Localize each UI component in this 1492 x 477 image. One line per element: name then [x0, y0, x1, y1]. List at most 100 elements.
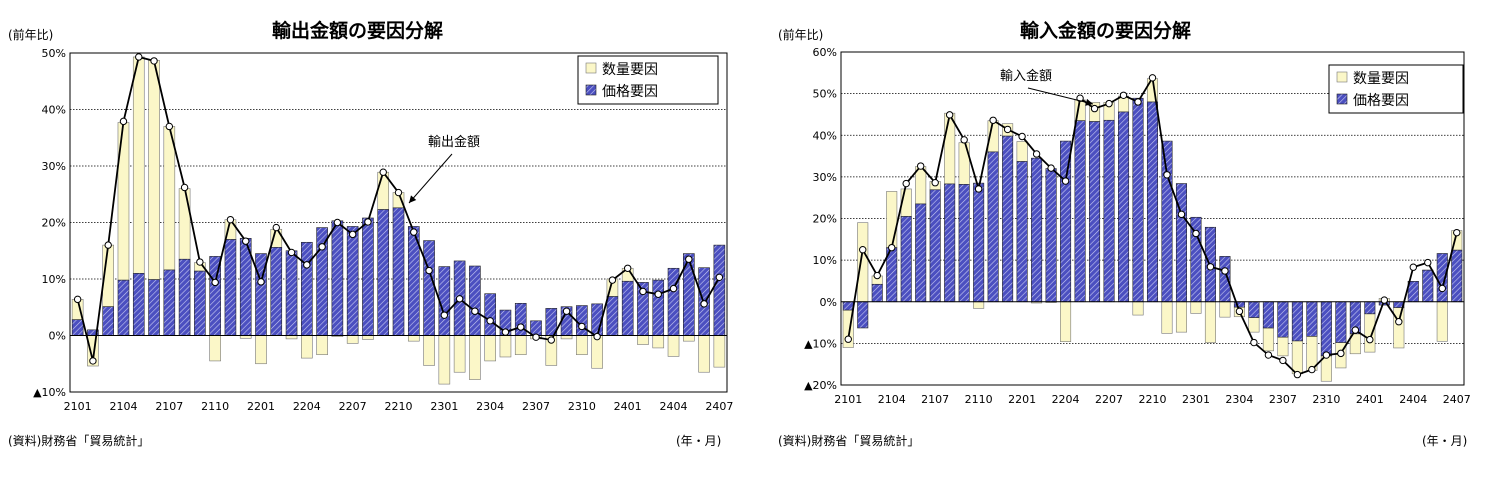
- total-point: [501, 328, 510, 336]
- total-point: [257, 278, 265, 286]
- total-point: [379, 168, 387, 176]
- price-bar: [331, 220, 344, 336]
- total-point: [945, 111, 954, 119]
- total-point: [623, 264, 632, 272]
- y-tick-label: 30%: [813, 171, 837, 184]
- quantity-bar: [560, 335, 573, 340]
- total-point: [89, 357, 97, 365]
- total-point: [348, 230, 357, 239]
- total-point: [960, 136, 968, 144]
- legend-label-price: 価格要因: [1353, 93, 1409, 109]
- total-point: [578, 322, 586, 331]
- quantity-bar: [255, 335, 267, 365]
- import-y-unit: (前年比): [778, 28, 824, 42]
- line-annotation: 輸入金額: [1000, 68, 1052, 84]
- quantity-bar: [163, 126, 176, 271]
- total-point: [532, 333, 540, 341]
- total-point: [180, 183, 189, 192]
- export-chart-panel: 輸出金額の要因分解 (前年比) (資料)財務省「貿易統計」 (年・月) ▲10%…: [8, 20, 733, 448]
- price-bar: [438, 266, 451, 336]
- price-bar: [973, 182, 985, 303]
- price-bar: [362, 217, 374, 336]
- total-point: [1148, 74, 1157, 82]
- quantity-bar: [316, 335, 328, 356]
- total-point: [1177, 210, 1186, 219]
- total-point: [547, 336, 555, 344]
- total-point: [1453, 228, 1461, 237]
- quantity-bar: [698, 335, 710, 373]
- price-bar: [1291, 301, 1303, 342]
- price-bar: [1002, 135, 1014, 303]
- total-point: [916, 162, 925, 170]
- total-point: [715, 273, 724, 282]
- total-point: [272, 223, 280, 232]
- import-chart-panel: 輸入金額の要因分解 (前年比) (資料)財務省「貿易統計」 (年・月) ▲20%…: [746, 0, 1492, 477]
- total-point: [150, 57, 158, 65]
- total-point: [1221, 267, 1229, 275]
- price-bar: [71, 319, 84, 336]
- quantity-bar: [469, 335, 481, 380]
- x-tick-label: 2101: [64, 400, 92, 413]
- y-tick-label: 50%: [42, 47, 66, 60]
- price-bar: [178, 258, 191, 336]
- total-point: [1192, 229, 1200, 238]
- total-point: [1351, 326, 1360, 334]
- y-tick-label: 40%: [42, 104, 66, 117]
- total-point: [410, 228, 418, 236]
- total-point: [1105, 99, 1113, 108]
- total-point: [73, 295, 82, 304]
- annotation-arrow: [408, 153, 453, 204]
- x-tick-label: 2210: [1139, 393, 1167, 406]
- price-bar: [163, 269, 176, 336]
- quantity-bar: [973, 301, 985, 309]
- x-tick-label: 2301: [1182, 393, 1210, 406]
- y-tick-label: ▲10%: [33, 386, 66, 399]
- total-point: [242, 237, 250, 245]
- price-bar: [1320, 301, 1332, 357]
- y-tick-label: 0%: [820, 296, 837, 309]
- x-tick-label: 2204: [1052, 393, 1080, 406]
- price-bar: [1118, 111, 1130, 303]
- total-point: [1003, 125, 1012, 134]
- quantity-bar: [1132, 301, 1144, 316]
- total-point: [211, 278, 219, 287]
- price-bar: [958, 184, 970, 303]
- total-point: [364, 218, 372, 226]
- y-tick-label: ▲10%: [804, 337, 837, 350]
- y-tick-label: 10%: [42, 273, 66, 286]
- total-point: [1032, 150, 1041, 158]
- quantity-bar: [1393, 307, 1405, 349]
- price-bar: [1451, 249, 1463, 303]
- legend-box: [577, 55, 719, 105]
- total-point: [931, 179, 939, 187]
- price-bar: [301, 241, 313, 336]
- total-point: [104, 241, 112, 249]
- total-point: [455, 295, 464, 303]
- legend-label-quantity: 数量要因: [1353, 71, 1409, 87]
- total-point: [394, 188, 403, 197]
- y-tick-label: 40%: [813, 129, 837, 142]
- price-bar: [871, 283, 883, 303]
- total-point: [1134, 98, 1142, 106]
- x-tick-label: 2307: [1269, 393, 1297, 406]
- total-point: [844, 335, 852, 343]
- quantity-bar: [915, 166, 927, 205]
- price-bar: [929, 189, 941, 303]
- total-point: [1250, 338, 1258, 347]
- price-bar: [194, 270, 206, 336]
- total-point: [135, 53, 143, 61]
- total-point: [486, 317, 494, 325]
- price-bar: [576, 305, 588, 336]
- total-point: [303, 261, 311, 269]
- quantity-bar: [1204, 301, 1216, 343]
- quantity-bar: [1277, 336, 1289, 357]
- x-tick-label: 2404: [660, 400, 688, 413]
- price-bar: [117, 279, 130, 336]
- price-bar: [285, 250, 298, 336]
- total-point: [1163, 171, 1171, 179]
- legend-box: [1328, 64, 1464, 114]
- total-point: [425, 266, 433, 275]
- total-point: [1308, 365, 1316, 374]
- x-tick-label: 2207: [339, 400, 367, 413]
- quantity-bar: [1219, 301, 1231, 318]
